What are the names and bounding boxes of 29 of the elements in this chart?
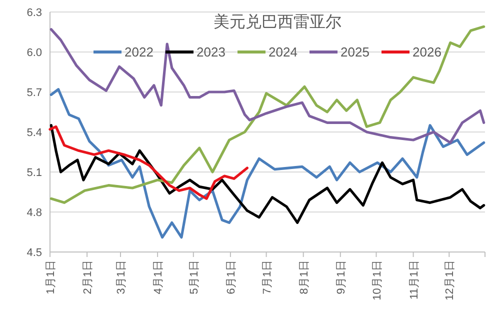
legend-label: 2024: [268, 44, 298, 60]
line-series: [50, 124, 486, 224]
line-series: [50, 88, 486, 239]
y-tick-label: 6.0: [26, 47, 42, 59]
x-tick-label: 4月1日: [152, 260, 165, 294]
legend-label: 2025: [340, 44, 370, 60]
legend-label: 2023: [196, 44, 226, 60]
y-tick-label: 5.1: [26, 167, 42, 179]
x-tick-label: 5月1日: [188, 260, 200, 294]
x-tick-label: 1月1日: [45, 260, 57, 294]
x-tick-label: 7月1日: [261, 260, 274, 294]
x-tick-label: 12月1日: [444, 260, 456, 300]
x-tick-label: 3月1日: [116, 260, 128, 294]
y-tick-label: 5.4: [26, 127, 42, 139]
y-tick-label: 6.3: [26, 7, 42, 19]
x-tick-label: 2月1日: [82, 260, 94, 294]
legend-label: 2026: [412, 44, 442, 60]
y-tick-label: 4.8: [26, 207, 42, 219]
y-tick-label: 5.7: [26, 87, 42, 99]
x-tick-label: 9月1日: [335, 260, 348, 294]
line-series: [50, 28, 486, 144]
x-tick-label: 11月1日: [408, 260, 420, 300]
line-series: [48, 125, 248, 200]
x-tick-label: 6月1日: [225, 260, 238, 294]
x-tick-label: 10月1日: [371, 260, 384, 300]
chart-title: 美元兑巴西雷亚尔: [214, 13, 342, 31]
x-tick-label: 8月1日: [298, 260, 310, 294]
y-tick-label: 4.5: [26, 247, 42, 259]
legend-label: 2022: [124, 44, 154, 60]
